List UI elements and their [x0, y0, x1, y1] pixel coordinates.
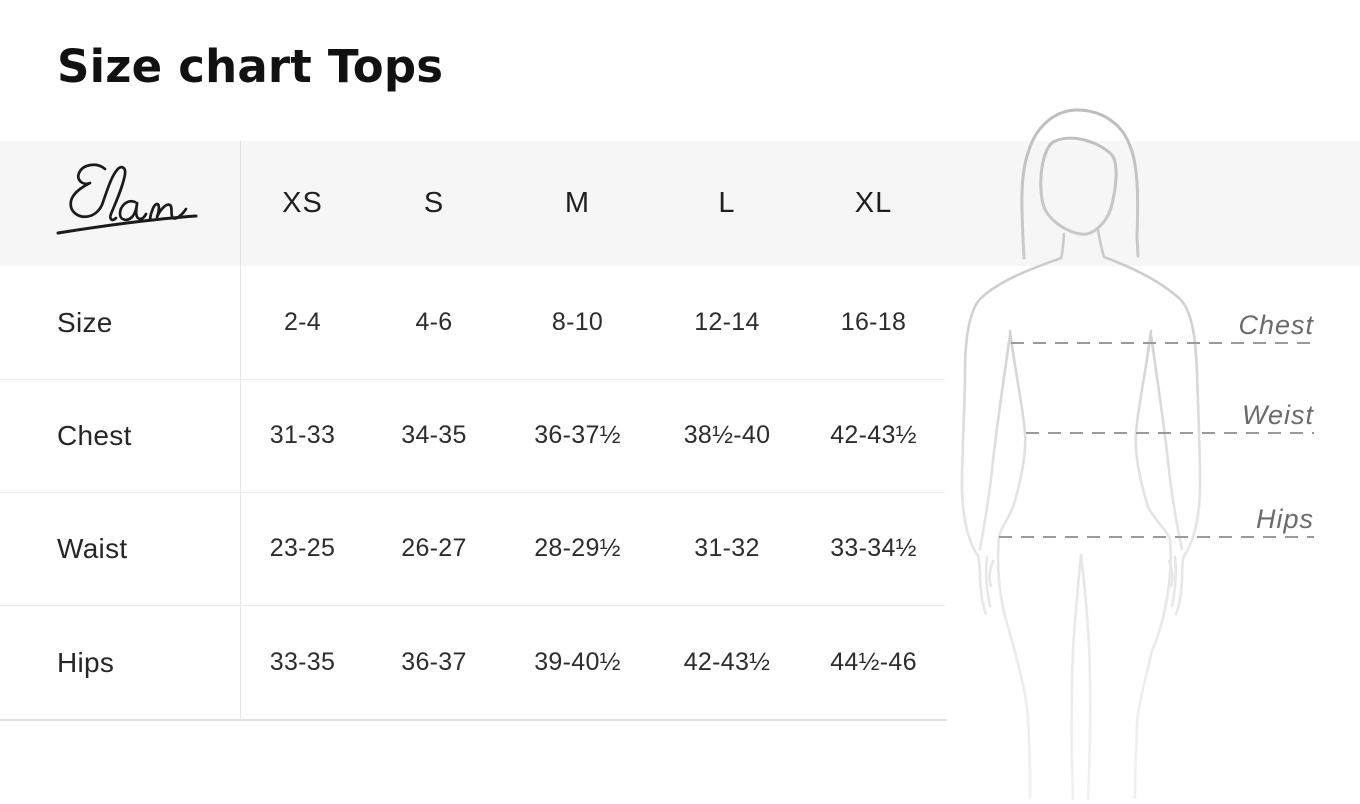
cell-size-xl: 16-18 [840, 308, 907, 336]
table-column-divider [240, 141, 241, 720]
cell-hips-xs: 33-35 [269, 648, 336, 676]
figure-face [1039, 136, 1118, 236]
brand-logo-elan [56, 163, 198, 235]
size-header-xs: XS [282, 187, 323, 219]
cell-waist-xs: 23-25 [269, 534, 336, 562]
row-label-chest: Chest [57, 419, 132, 451]
brand-cell [0, 141, 240, 266]
size-header-s: S [423, 187, 445, 219]
cell-hips-xl: 44½-46 [830, 648, 917, 676]
figure-label-hips: Hips [1255, 504, 1314, 534]
cell-waist-xl: 33-34½ [830, 534, 917, 562]
cell-waist-m: 28-29½ [534, 534, 621, 562]
cell-size-l: 12-14 [694, 308, 760, 336]
cell-size-m: 8-10 [551, 308, 604, 336]
size-header-m: M [564, 187, 591, 219]
figure-inner-legs [1070, 553, 1092, 801]
hips-measurement-line [999, 536, 1314, 538]
logo-underline [56, 214, 198, 235]
cell-chest-xs: 31-33 [269, 421, 336, 449]
cell-chest-s: 34-35 [401, 421, 467, 449]
logo-letter-l [101, 165, 127, 222]
figure-right-arm-outer [1096, 228, 1202, 616]
page-title: Size chart Tops [57, 40, 444, 93]
figure-label-waist: Weist [1241, 400, 1314, 430]
female-body-outline-illustration [960, 108, 1202, 801]
figure-label-chest: Chest [1238, 310, 1314, 340]
figure-left-hand [984, 555, 995, 608]
cell-hips-s: 36-37 [401, 648, 467, 676]
figure-right-leg-outer [1133, 537, 1172, 800]
figure-left-arm-inner [978, 333, 1012, 551]
size-header-l: L [718, 187, 736, 219]
logo-letter-a [118, 199, 148, 222]
cell-waist-l: 31-32 [694, 534, 760, 562]
row-label-size: Size [57, 306, 113, 338]
cell-hips-l: 42-43½ [683, 648, 771, 676]
table-row-divider [0, 379, 945, 380]
table-row-divider [0, 605, 945, 606]
figure-left-leg-outer [996, 535, 1032, 800]
table-bottom-border [0, 719, 947, 721]
size-header-xl: XL [854, 187, 893, 219]
cell-waist-s: 26-27 [401, 534, 467, 562]
table-row-divider [0, 492, 945, 493]
row-label-hips: Hips [57, 646, 115, 678]
figure-left-arm-outer [960, 232, 1066, 616]
size-table: XS S M L XL Size 2-4 4-6 8-10 12-14 16-1… [0, 141, 945, 720]
figure-right-torso [1134, 329, 1172, 541]
logo-letter-E [69, 163, 107, 219]
figure-left-torso [997, 329, 1027, 539]
cell-chest-l: 38½-40 [683, 421, 771, 449]
cell-chest-m: 36-37½ [534, 421, 621, 449]
cell-size-xs: 2-4 [283, 308, 322, 336]
waist-measurement-line [1026, 432, 1314, 434]
cell-hips-m: 39-40½ [534, 648, 621, 676]
figure-hair [1020, 108, 1140, 260]
cell-chest-xl: 42-43½ [830, 421, 917, 449]
chest-measurement-line [1011, 342, 1314, 344]
figure-right-arm-inner [1149, 333, 1184, 551]
row-label-waist: Waist [57, 532, 128, 564]
cell-size-s: 4-6 [415, 308, 453, 336]
